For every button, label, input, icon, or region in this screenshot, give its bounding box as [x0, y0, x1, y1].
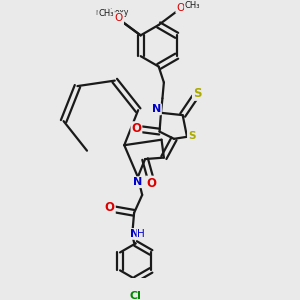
Text: methoxy: methoxy	[95, 8, 128, 17]
Text: S: S	[193, 87, 201, 100]
Text: O: O	[115, 14, 123, 24]
Text: O: O	[115, 13, 123, 23]
Text: N: N	[152, 104, 161, 114]
Text: CH₃: CH₃	[98, 9, 114, 18]
Text: O: O	[176, 3, 184, 13]
Text: N: N	[130, 229, 140, 239]
Text: O: O	[146, 177, 156, 190]
Text: CH₃: CH₃	[185, 1, 200, 10]
Text: H: H	[137, 229, 145, 239]
Text: O: O	[131, 122, 141, 135]
Text: S: S	[188, 131, 195, 141]
Text: N: N	[133, 177, 142, 187]
Text: O: O	[105, 201, 115, 214]
Text: Cl: Cl	[130, 291, 142, 300]
